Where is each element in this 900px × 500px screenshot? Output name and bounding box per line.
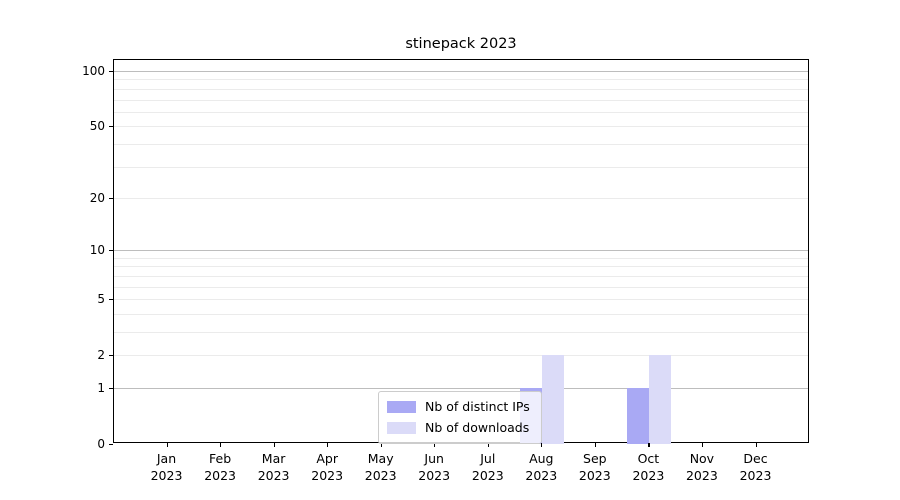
x-tick-label: Sep 2023 [578, 451, 611, 483]
gridline-minor [114, 143, 808, 145]
x-tick-label: Feb 2023 [204, 451, 236, 483]
chart-title: stinepack 2023 [405, 36, 517, 52]
gridline-minor [114, 257, 808, 259]
bar-nb-of-downloads-oct [649, 355, 672, 444]
gridline-minor [114, 286, 808, 288]
gridline-minor [114, 299, 808, 301]
y-tick-label: 5 [97, 292, 105, 307]
y-tick-mark [109, 299, 113, 301]
y-tick-mark [109, 355, 113, 357]
y-tick-label: 2 [97, 348, 105, 363]
y-tick-label: 100 [82, 64, 105, 78]
gridline-minor [114, 99, 808, 101]
gridline-minor [114, 332, 808, 333]
y-tick-label: 0 [97, 437, 105, 451]
bar-nb-of-distinct-ips-oct [627, 388, 650, 444]
legend-swatch-nb-of-distinct-ips [387, 400, 416, 413]
y-tick-mark [109, 388, 113, 390]
gridline-minor [114, 126, 808, 128]
x-tick-mark [434, 443, 436, 447]
gridline-minor [114, 111, 808, 113]
legend-swatch-nb-of-downloads [387, 421, 416, 434]
gridline-minor [114, 88, 808, 90]
y-tick-mark [109, 197, 113, 200]
x-tick-mark [541, 443, 543, 447]
gridline-major [114, 250, 808, 252]
x-tick-mark [487, 443, 489, 447]
x-tick-mark [755, 443, 757, 447]
x-tick-label: Jun 2023 [418, 451, 451, 483]
legend-row: Nb of distinct IPs [387, 399, 530, 414]
x-tick-mark [380, 443, 382, 447]
bar-nb-of-downloads-aug [542, 355, 565, 444]
x-tick-mark [648, 443, 650, 447]
plot-area [113, 59, 809, 444]
x-tick-label: Oct 2023 [632, 451, 665, 483]
legend-row: Nb of downloads [387, 420, 530, 435]
x-tick-label: Apr 2023 [311, 451, 344, 483]
y-tick-label: 20 [89, 190, 105, 205]
legend: Nb of distinct IPs Nb of downloads [378, 391, 542, 444]
gridline-minor [114, 266, 808, 268]
y-tick-mark [109, 250, 113, 252]
x-tick-label: Mar 2023 [257, 451, 290, 483]
x-tick-mark [166, 443, 168, 447]
x-tick-mark [594, 443, 596, 447]
x-tick-mark [701, 443, 704, 447]
y-tick-label: 10 [89, 243, 105, 258]
x-tick-label: Dec 2023 [739, 451, 772, 483]
gridline-minor [114, 166, 808, 168]
y-tick-label: 50 [89, 119, 105, 134]
x-tick-label: Aug 2023 [525, 451, 558, 483]
legend-label: Nb of distinct IPs [425, 399, 530, 414]
gridline-major [114, 388, 808, 389]
y-tick-mark [109, 444, 113, 446]
x-tick-label: Jan 2023 [150, 451, 183, 483]
gridline-minor [114, 355, 808, 357]
x-tick-label: May 2023 [364, 451, 397, 483]
x-tick-label: Jul 2023 [471, 451, 504, 483]
gridline-minor [114, 275, 808, 277]
x-tick-mark [273, 443, 275, 447]
legend-label: Nb of downloads [425, 420, 530, 435]
y-tick-mark [109, 126, 113, 128]
gridline-minor [114, 197, 808, 199]
gridline-minor [114, 313, 808, 315]
x-tick-label: Nov 2023 [685, 451, 718, 483]
x-tick-mark [220, 443, 222, 447]
y-tick-label: 1 [97, 381, 105, 395]
gridline-minor [114, 79, 808, 81]
gridline-major [114, 71, 808, 72]
x-tick-mark [327, 443, 329, 447]
y-tick-mark [109, 71, 113, 73]
